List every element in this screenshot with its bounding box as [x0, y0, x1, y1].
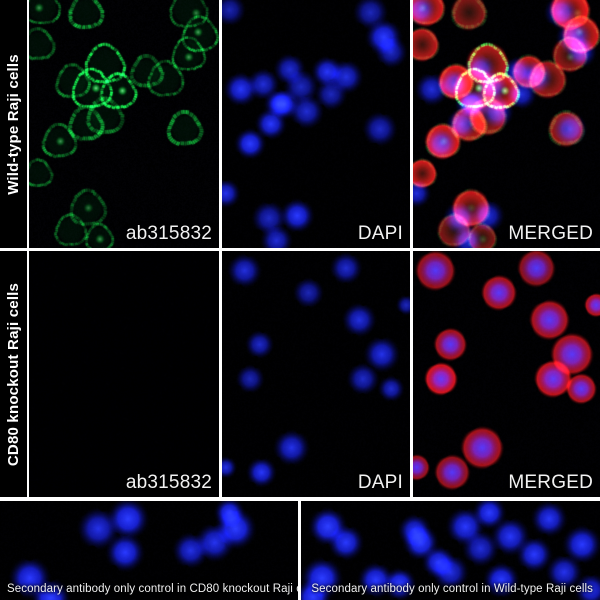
panel-wt-merged[interactable]: Copyright (c) 2023 Abcam plc MERGED — [413, 0, 600, 248]
panel-wt-ab315832-image — [29, 0, 219, 248]
panel-ko-dapi[interactable]: DAPI — [222, 251, 410, 497]
panel-ko-ab315832-image — [29, 251, 219, 497]
panel-control-wildtype[interactable]: Secondary antibody only control in Wild-… — [301, 501, 600, 600]
panel-control-knockout-image — [0, 501, 298, 600]
row-label-cd80-knockout-text: CD80 knockout Raji cells — [5, 282, 23, 466]
separator-vertical-col1-bottom — [219, 251, 222, 497]
separator-vertical-controls — [298, 501, 301, 600]
panel-wt-ab315832[interactable]: ab315832 — [29, 0, 219, 248]
row-label-wild-type-text: Wild-type Raji cells — [5, 53, 23, 195]
panel-ko-merged[interactable]: MERGED — [413, 251, 600, 497]
panel-control-wildtype-image — [301, 501, 600, 600]
caption-control-knockout: Secondary antibody only control in CD80 … — [7, 583, 298, 595]
panel-ko-dapi-image — [222, 251, 410, 497]
row-label-cd80-knockout: CD80 knockout Raji cells — [0, 251, 27, 497]
panel-wt-dapi-image — [222, 0, 410, 248]
separator-vertical-col2-top — [410, 0, 413, 248]
separator-vertical-col2-bottom — [410, 251, 413, 497]
panel-control-knockout[interactable]: Secondary antibody only control in CD80 … — [0, 501, 298, 600]
row-label-wild-type: Wild-type Raji cells — [0, 0, 27, 248]
separator-horizontal-controls — [0, 497, 600, 501]
panel-wt-merged-image — [413, 0, 600, 248]
separator-vertical-label-col-bottom — [27, 251, 29, 497]
panel-wt-dapi[interactable]: DAPI — [222, 0, 410, 248]
separator-vertical-col1-top — [219, 0, 222, 248]
separator-vertical-label-col-top — [27, 0, 29, 248]
separator-horizontal-rows — [0, 248, 600, 251]
panel-ko-ab315832[interactable]: ab315832 — [29, 251, 219, 497]
panel-ko-merged-image — [413, 251, 600, 497]
caption-control-wildtype: Secondary antibody only control in Wild-… — [311, 583, 593, 595]
